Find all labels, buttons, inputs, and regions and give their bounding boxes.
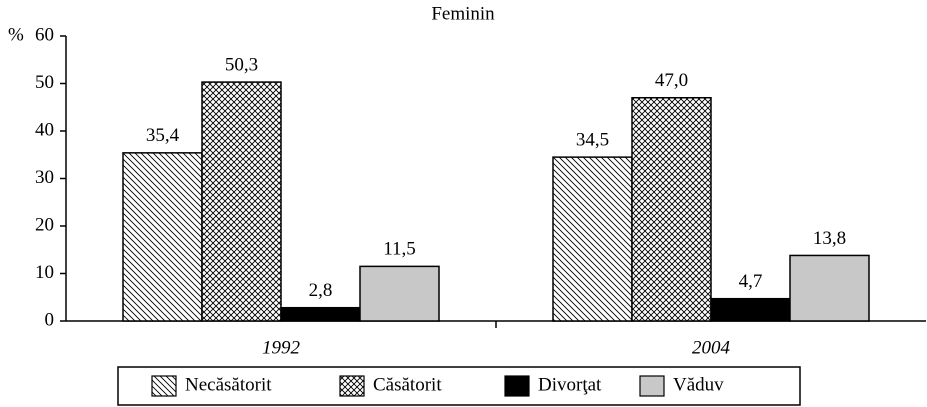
legend-swatch	[151, 375, 177, 397]
chart-title: Feminin	[431, 3, 495, 24]
value-label: 50,3	[225, 54, 258, 75]
bar	[122, 152, 203, 322]
bar	[280, 306, 361, 322]
y-tick-label: 60	[35, 24, 54, 45]
y-tick-label: 30	[35, 167, 54, 188]
legend-label: Divorţat	[538, 374, 602, 395]
y-tick-label: 20	[35, 214, 54, 235]
y-axis-label: %	[8, 24, 24, 45]
value-label: 4,7	[739, 271, 763, 292]
bar	[631, 97, 712, 322]
value-label: 35,4	[146, 125, 180, 146]
value-label: 47,0	[655, 70, 688, 91]
bar	[201, 81, 282, 322]
y-tick-label: 50	[35, 72, 54, 93]
bar	[789, 254, 870, 322]
x-tick-label: 2004	[692, 337, 731, 358]
value-label: 34,5	[576, 129, 609, 150]
value-label: 13,8	[813, 228, 846, 249]
legend-swatch	[339, 375, 365, 397]
bar	[552, 156, 633, 322]
legend-swatch	[504, 375, 530, 397]
y-tick-label: 10	[35, 262, 54, 283]
bar	[359, 265, 440, 322]
legend-label: Căsătorit	[373, 374, 442, 395]
value-label: 2,8	[309, 280, 333, 301]
y-tick-label: 40	[35, 119, 54, 140]
legend-swatch	[639, 375, 665, 397]
bar	[710, 297, 791, 322]
legend-label: Văduv	[673, 374, 724, 395]
value-label: 11,5	[383, 239, 416, 260]
legend-label: Necăsătorit	[185, 374, 272, 395]
x-tick-label: 1992	[262, 337, 301, 358]
legend-box	[117, 366, 801, 406]
y-tick-label: 0	[45, 309, 55, 330]
